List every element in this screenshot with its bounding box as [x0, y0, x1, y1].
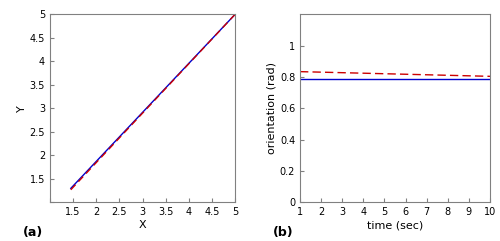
Y-axis label: orientation (rad): orientation (rad)	[267, 62, 277, 154]
Text: (b): (b)	[272, 226, 293, 239]
Y-axis label: Y: Y	[17, 105, 27, 112]
X-axis label: time (sec): time (sec)	[367, 220, 423, 230]
Text: (a): (a)	[22, 226, 43, 239]
X-axis label: X: X	[138, 220, 146, 230]
